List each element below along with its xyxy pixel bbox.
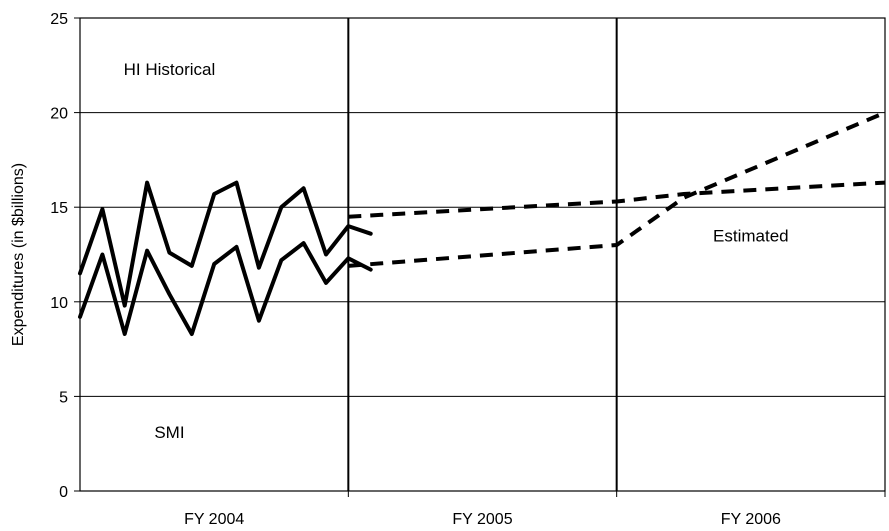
x-tick-label: FY 2005 [452, 511, 512, 528]
x-tick-label: FY 2004 [184, 511, 244, 528]
y-axis-title: Expenditures (in $billions) [10, 163, 27, 346]
y-tick-label: 20 [50, 106, 68, 123]
smi-label: SMI [154, 423, 184, 442]
x-tick-label: FY 2006 [721, 511, 781, 528]
annotations: HI Historical SMI Estimated [124, 60, 789, 442]
estimated-series-line [348, 180, 886, 219]
y-tick-label: 0 [59, 484, 68, 501]
series-lines [78, 110, 886, 336]
y-tick-label: 25 [50, 11, 68, 28]
historical-series-line [78, 180, 373, 308]
y-tick-label: 10 [50, 295, 68, 312]
fiscal-year-dividers [347, 18, 618, 491]
plot-area-frame [79, 17, 886, 492]
hi-historical-label: HI Historical [124, 60, 216, 79]
estimated-series-line [348, 110, 886, 268]
tick-labels: 0 5 10 15 20 25 FY 2004 FY 2005 FY 2006 [50, 11, 781, 528]
y-tick-label: 5 [59, 389, 68, 406]
estimated-label: Estimated [713, 226, 789, 245]
y-tick-label: 15 [50, 200, 68, 217]
historical-series-line [78, 241, 373, 336]
